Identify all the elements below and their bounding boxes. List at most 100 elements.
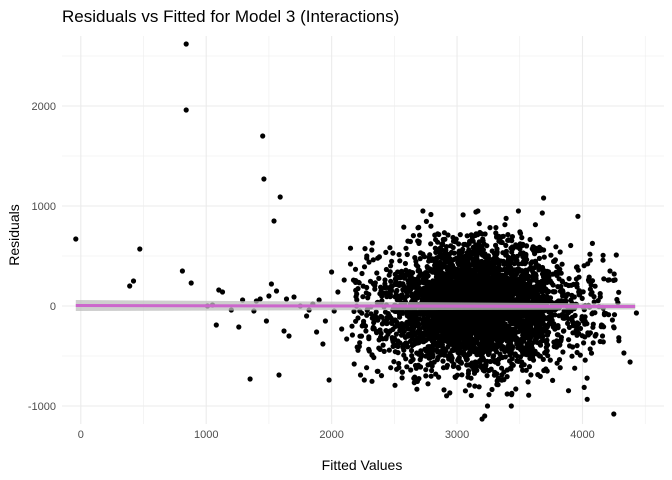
data-point — [314, 329, 320, 335]
data-point — [453, 333, 459, 339]
data-point — [376, 254, 382, 260]
data-point — [505, 232, 511, 238]
data-point — [410, 233, 416, 239]
data-point — [362, 323, 369, 329]
data-point — [574, 324, 580, 330]
data-point — [414, 289, 420, 295]
data-point — [320, 341, 326, 347]
data-point — [277, 194, 283, 200]
data-point — [213, 322, 219, 328]
data-point — [412, 255, 418, 261]
data-point — [379, 321, 385, 327]
data-point — [434, 275, 440, 281]
data-point — [541, 254, 547, 260]
data-point — [509, 356, 515, 362]
data-point — [541, 288, 547, 294]
data-point — [509, 249, 515, 255]
data-point — [401, 328, 407, 334]
data-point — [369, 240, 375, 246]
data-point — [425, 281, 431, 287]
data-point — [451, 257, 457, 263]
data-point — [549, 317, 555, 323]
data-point — [487, 225, 493, 231]
data-point — [528, 264, 534, 270]
data-point — [364, 255, 370, 261]
data-point — [509, 361, 515, 367]
data-point — [565, 320, 571, 326]
data-point — [395, 269, 401, 275]
data-point — [511, 261, 517, 267]
data-point — [394, 287, 400, 294]
data-point — [393, 331, 399, 337]
data-point — [353, 318, 359, 324]
data-point — [538, 338, 545, 344]
data-point — [582, 357, 588, 363]
data-point — [527, 337, 533, 344]
data-point — [492, 258, 499, 264]
data-point — [434, 292, 440, 298]
data-point — [398, 332, 405, 338]
data-point — [609, 317, 616, 323]
data-point — [399, 321, 405, 327]
data-point — [465, 370, 471, 377]
data-point — [383, 249, 389, 255]
data-point — [441, 230, 447, 236]
data-point — [432, 340, 438, 346]
data-point — [430, 319, 436, 325]
data-point — [512, 278, 518, 285]
data-point — [485, 340, 491, 346]
data-point — [514, 353, 520, 359]
data-point — [428, 223, 434, 229]
data-point — [506, 325, 512, 331]
data-point — [589, 311, 595, 317]
data-point — [474, 256, 480, 262]
data-point — [506, 237, 512, 243]
data-point — [488, 331, 494, 337]
data-point — [387, 245, 393, 251]
data-point — [183, 41, 189, 47]
data-point — [548, 252, 554, 258]
data-point — [519, 268, 525, 274]
data-point — [444, 393, 450, 399]
data-point — [550, 282, 556, 288]
data-point — [414, 386, 420, 392]
data-point — [500, 277, 506, 283]
data-point — [400, 272, 406, 278]
data-point — [421, 271, 427, 277]
data-point — [523, 243, 530, 249]
data-point — [451, 361, 457, 367]
data-point — [440, 240, 446, 247]
data-point — [219, 289, 226, 295]
data-point — [531, 248, 537, 254]
data-point — [369, 378, 375, 384]
data-point — [509, 234, 515, 240]
data-point — [414, 350, 420, 356]
data-point — [380, 342, 386, 348]
data-point — [576, 289, 582, 295]
data-point — [493, 317, 499, 323]
data-point — [466, 280, 473, 286]
data-point — [454, 274, 460, 280]
data-point — [409, 332, 415, 338]
data-point — [572, 365, 578, 371]
data-point — [357, 372, 364, 378]
data-point — [417, 364, 423, 370]
data-point — [509, 321, 515, 327]
data-point — [467, 346, 473, 352]
data-point — [497, 338, 503, 345]
data-point — [387, 294, 393, 300]
data-point — [455, 318, 461, 324]
data-point — [491, 353, 497, 359]
data-point — [537, 373, 543, 379]
data-point — [401, 341, 407, 347]
data-point — [363, 328, 369, 334]
data-point — [480, 236, 486, 242]
data-point — [397, 314, 403, 320]
data-point — [584, 321, 590, 327]
data-point — [468, 326, 474, 332]
data-point — [429, 367, 435, 374]
data-point — [544, 348, 550, 354]
data-point — [392, 382, 398, 388]
data-point — [584, 396, 590, 402]
data-point — [559, 261, 565, 267]
